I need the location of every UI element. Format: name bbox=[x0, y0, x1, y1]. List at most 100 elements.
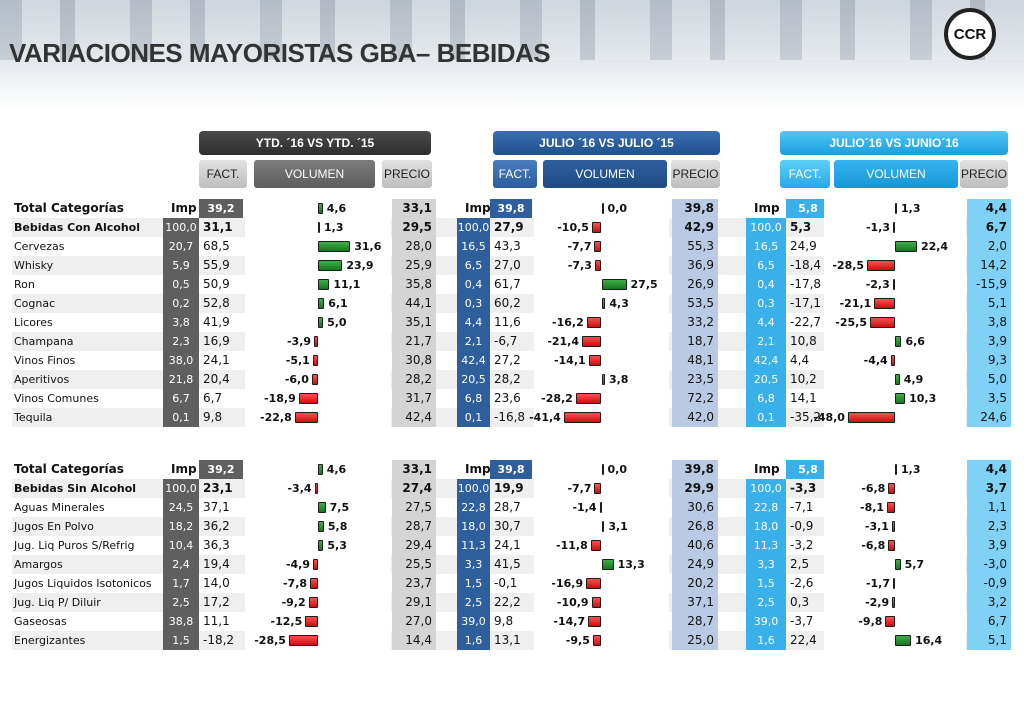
volume-bar bbox=[895, 374, 900, 385]
fact-value: 30,7 bbox=[494, 519, 521, 533]
volume-label: 6,1 bbox=[328, 297, 348, 310]
volume-label: 6,6 bbox=[905, 335, 925, 348]
volume-cell bbox=[824, 256, 966, 275]
subheader-precio-1: PRECIO bbox=[382, 160, 432, 188]
imp-value: 22,8 bbox=[457, 498, 490, 517]
imp-value: 42,4 bbox=[746, 351, 786, 370]
volume-label: 1,3 bbox=[324, 221, 344, 234]
table-row: Jugos En Polvo 18,2 36,2 5,8 28,7 18,0 30,7 3,1… bbox=[12, 517, 1011, 536]
volume-bar bbox=[318, 222, 320, 233]
volume-label: -21,4 bbox=[547, 335, 580, 348]
volume-cell bbox=[245, 370, 391, 389]
volume-label: 13,3 bbox=[617, 558, 645, 571]
volume-bar bbox=[601, 374, 605, 385]
fact-value: 19,4 bbox=[203, 557, 230, 571]
volume-label: -9,2 bbox=[281, 596, 306, 609]
row-label: Aguas Minerales bbox=[14, 501, 105, 514]
volume-label: 0,0 bbox=[607, 202, 628, 215]
volume-bar bbox=[893, 578, 895, 589]
fact-value: 31,1 bbox=[203, 220, 233, 234]
table-row: Jug. Liq Puros S/Refrig 10,4 36,3 5,3 29,4 11… bbox=[12, 536, 1011, 555]
header-ytd: YTD. ´16 VS YTD. ´15 bbox=[199, 131, 431, 155]
precio-value: 29,5 bbox=[392, 218, 436, 237]
imp-value: 6,8 bbox=[746, 389, 786, 408]
volume-label: -9,5 bbox=[565, 634, 590, 647]
imp-value: 0,1 bbox=[163, 408, 199, 427]
volume-label: -2,3 bbox=[865, 278, 890, 291]
volume-bar bbox=[318, 521, 324, 532]
fact-value: 27,0 bbox=[494, 258, 521, 272]
precio-value: 20,2 bbox=[672, 574, 718, 593]
fact-value: -2,6 bbox=[790, 576, 814, 590]
precio-value: 37,1 bbox=[672, 593, 718, 612]
fact-value: 52,8 bbox=[203, 296, 230, 310]
fact-value: 2,5 bbox=[790, 557, 810, 571]
volume-label: 5,7 bbox=[904, 558, 925, 571]
row-label: Jug. Liq P/ Diluir bbox=[14, 596, 101, 609]
fact-value: -35,2 bbox=[790, 410, 822, 424]
volume-label: -16,2 bbox=[552, 316, 584, 329]
volume-label: 27,5 bbox=[630, 278, 658, 291]
imp-value: 100,0 bbox=[457, 218, 490, 237]
volume-cell bbox=[245, 574, 391, 593]
volume-label: -5,1 bbox=[285, 354, 310, 367]
fact-value: 27,9 bbox=[494, 220, 524, 234]
volume-bar bbox=[318, 279, 330, 290]
fact-value: 60,2 bbox=[494, 296, 521, 310]
logo-text: CCR bbox=[953, 25, 987, 43]
total-imp: 39,8 bbox=[490, 460, 532, 479]
volume-label: -11,8 bbox=[556, 539, 588, 552]
volume-label: -6,8 bbox=[861, 539, 886, 552]
volume-label: -1,7 bbox=[865, 577, 890, 590]
fact-value: 17,2 bbox=[203, 595, 230, 609]
imp-value: 0,1 bbox=[457, 408, 490, 427]
imp-value: 1,6 bbox=[746, 631, 786, 650]
precio-value: 2,3 bbox=[967, 517, 1011, 536]
row-label: Total Categorías bbox=[14, 462, 124, 476]
imp-value: 100,0 bbox=[457, 479, 490, 498]
precio-value: 28,7 bbox=[392, 517, 436, 536]
row-label: Vinos Comunes bbox=[14, 392, 99, 405]
table-row: Whisky 5,9 55,9 23,9 25,9 6,5 27,0 -7,3 36,9 6,5-… bbox=[12, 256, 1011, 275]
fact-value: 36,2 bbox=[203, 519, 230, 533]
imp-value: 0,1 bbox=[746, 408, 786, 427]
volume-label: -7,3 bbox=[567, 259, 592, 272]
fact-value: 61,7 bbox=[494, 277, 521, 291]
fact-value: 14,0 bbox=[203, 576, 230, 590]
table-row: Aperitivos 21,8 20,4 -6,0 28,2 20,5 28,2 3,8 23,… bbox=[12, 370, 1011, 389]
precio-value: 25,0 bbox=[672, 631, 718, 650]
volume-bar bbox=[563, 412, 602, 423]
volume-bar bbox=[590, 540, 602, 551]
row-label: Cognac bbox=[14, 297, 56, 310]
volume-bar bbox=[892, 279, 895, 290]
volume-label: -7,7 bbox=[567, 482, 592, 495]
volume-label: -28,5 bbox=[832, 259, 865, 272]
volume-bar bbox=[298, 393, 318, 404]
table-row: Energizantes 1,5 -18,2 -28,5 14,4 1,6 13,1 -9,5… bbox=[12, 631, 1011, 650]
table-row: Bebidas Sin Alcohol 100,0 23,1 -3,4 27,4 100,… bbox=[12, 479, 1011, 498]
precio-value: 3,8 bbox=[967, 313, 1011, 332]
imp-value: 6,5 bbox=[457, 256, 490, 275]
fact-value: 41,5 bbox=[494, 557, 521, 571]
table-row: Tequila 0,1 9,8 -22,8 42,4 0,1 -16,8 -41,4 42,0 0… bbox=[12, 408, 1011, 427]
row-label: Whisky bbox=[14, 259, 54, 272]
volume-cell bbox=[534, 479, 669, 498]
imp-value: 3,3 bbox=[457, 555, 490, 574]
header-julio-anual: JULIO ´16 VS JULIO ´15 bbox=[493, 131, 720, 155]
imp-label: Imp bbox=[465, 201, 491, 215]
volume-bar bbox=[582, 336, 602, 347]
volume-bar bbox=[311, 374, 318, 385]
volume-label: -3,4 bbox=[287, 482, 312, 495]
fact-value: 16,9 bbox=[203, 334, 230, 348]
ccr-logo: CCR bbox=[944, 8, 996, 60]
volume-bar bbox=[594, 260, 602, 271]
volume-bar bbox=[586, 578, 602, 589]
volume-cell bbox=[534, 256, 669, 275]
volume-label: 10,3 bbox=[909, 392, 937, 405]
volume-bar bbox=[601, 298, 606, 309]
subheader-volumen-2: VOLUMEN bbox=[543, 160, 667, 188]
precio-value: 27,5 bbox=[392, 498, 436, 517]
imp-value: 2,1 bbox=[457, 332, 490, 351]
volume-cell bbox=[534, 498, 669, 517]
imp-value: 39,0 bbox=[746, 612, 786, 631]
